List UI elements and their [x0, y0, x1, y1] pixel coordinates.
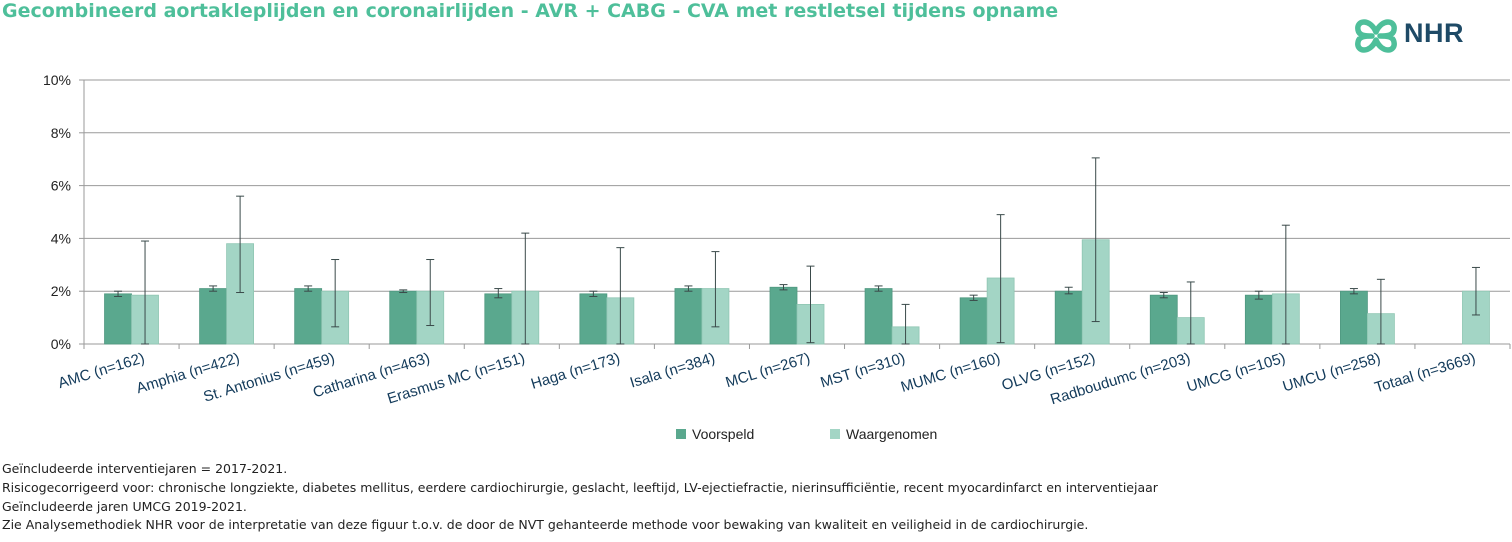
- error-bar-voorspeld: [969, 294, 978, 301]
- error-bar-voorspeld: [114, 290, 123, 297]
- bar-voorspeld: [104, 293, 132, 345]
- x-category-label: MUMC (n=160): [899, 350, 1002, 396]
- y-tick-label: 2%: [51, 283, 71, 299]
- y-tick-label: 4%: [51, 230, 71, 246]
- bar-voorspeld: [484, 293, 513, 345]
- nhr-logo: NHR: [1352, 12, 1482, 60]
- footnote: Geïncludeerde jaren UMCG 2019-2021.: [2, 498, 247, 514]
- error-bar-waargenomen: [1091, 157, 1100, 323]
- bar-voorspeld: [959, 297, 988, 345]
- error-bar-voorspeld: [304, 285, 313, 292]
- error-bar-waargenomen: [331, 259, 340, 328]
- bar-voorspeld: [864, 288, 893, 345]
- error-bar-voorspeld: [589, 290, 598, 297]
- footnote: Zie Analysemethodiek NHR voor de interpr…: [2, 517, 1089, 533]
- y-tick-label: 8%: [51, 125, 71, 141]
- x-category-label: Isala (n=384): [628, 350, 717, 392]
- x-category-label: Totaal (n=3669): [1373, 350, 1478, 397]
- y-tick-label: 10%: [43, 72, 71, 88]
- legend-item-waargenomen: Waargenomen: [830, 426, 937, 442]
- x-category-label: MST (n=310): [818, 350, 907, 392]
- error-bar-waargenomen: [806, 265, 815, 344]
- bar-voorspeld: [579, 293, 608, 345]
- nhr-clover-icon: [1355, 19, 1397, 53]
- bar-voorspeld: [769, 286, 798, 345]
- error-bar-voorspeld: [1254, 290, 1263, 300]
- bar-voorspeld: [294, 288, 323, 345]
- error-bar-waargenomen: [711, 251, 720, 328]
- legend-label-waargenomen: Waargenomen: [846, 426, 938, 442]
- chart-title: Gecombineerd aortakleplijden en coronair…: [2, 0, 1059, 22]
- x-category-label: UMCG (n=105): [1185, 350, 1288, 396]
- bar-voorspeld: [199, 288, 228, 345]
- error-bar-waargenomen: [996, 214, 1005, 344]
- error-bar-voorspeld: [1349, 288, 1358, 295]
- legend-swatch-voorspeld: [676, 429, 686, 439]
- bar-voorspeld: [674, 288, 703, 345]
- footnotes: Geïncludeerde interventiejaren = 2017-20…: [2, 460, 1158, 535]
- y-tick-label: 0%: [51, 336, 71, 352]
- error-bar-voorspeld: [399, 289, 408, 294]
- error-bar-waargenomen: [141, 240, 150, 345]
- x-category-label: Haga (n=173): [529, 350, 622, 393]
- footnote: Geïncludeerde interventiejaren = 2017-20…: [2, 461, 288, 476]
- error-bar-voorspeld: [1159, 292, 1168, 299]
- legend-label-voorspeld: Voorspeld: [692, 426, 755, 442]
- error-bar-waargenomen: [426, 259, 435, 327]
- error-bar-waargenomen: [236, 195, 245, 294]
- error-bar-voorspeld: [1064, 286, 1073, 295]
- bar-voorspeld: [1054, 290, 1083, 345]
- error-bar-voorspeld: [684, 285, 693, 292]
- legend-swatch-waargenomen: [830, 429, 840, 439]
- x-category-label: AMC (n=162): [56, 350, 147, 392]
- error-bar-waargenomen: [1186, 281, 1195, 345]
- error-bar-voorspeld: [209, 285, 218, 292]
- footnote: Risicogecorrigeerd voor: chronische long…: [2, 479, 1158, 495]
- bar-voorspeld: [1149, 294, 1178, 345]
- bar-voorspeld: [389, 290, 418, 345]
- bar-voorspeld: [1340, 290, 1368, 345]
- x-category-label: MCL (n=267): [724, 350, 813, 392]
- bar-voorspeld: [1244, 294, 1273, 345]
- bar-chart: 0%2%4%6%8%10%AMC (n=162)Amphia (n=422)St…: [43, 72, 1511, 408]
- logo-text: NHR: [1404, 18, 1464, 48]
- error-bar-voorspeld: [494, 288, 503, 299]
- error-bar-waargenomen: [1471, 266, 1480, 316]
- error-bar-waargenomen: [521, 232, 530, 345]
- error-bar-waargenomen: [616, 247, 625, 345]
- y-tick-label: 6%: [51, 178, 71, 194]
- error-bar-voorspeld: [874, 285, 883, 292]
- error-bar-waargenomen: [1376, 278, 1385, 345]
- error-bar-voorspeld: [779, 284, 788, 291]
- error-bar-waargenomen: [1281, 224, 1290, 345]
- error-bar-waargenomen: [901, 303, 910, 345]
- legend-item-voorspeld: Voorspeld: [676, 426, 754, 442]
- x-category-label: UMCU (n=258): [1281, 350, 1383, 396]
